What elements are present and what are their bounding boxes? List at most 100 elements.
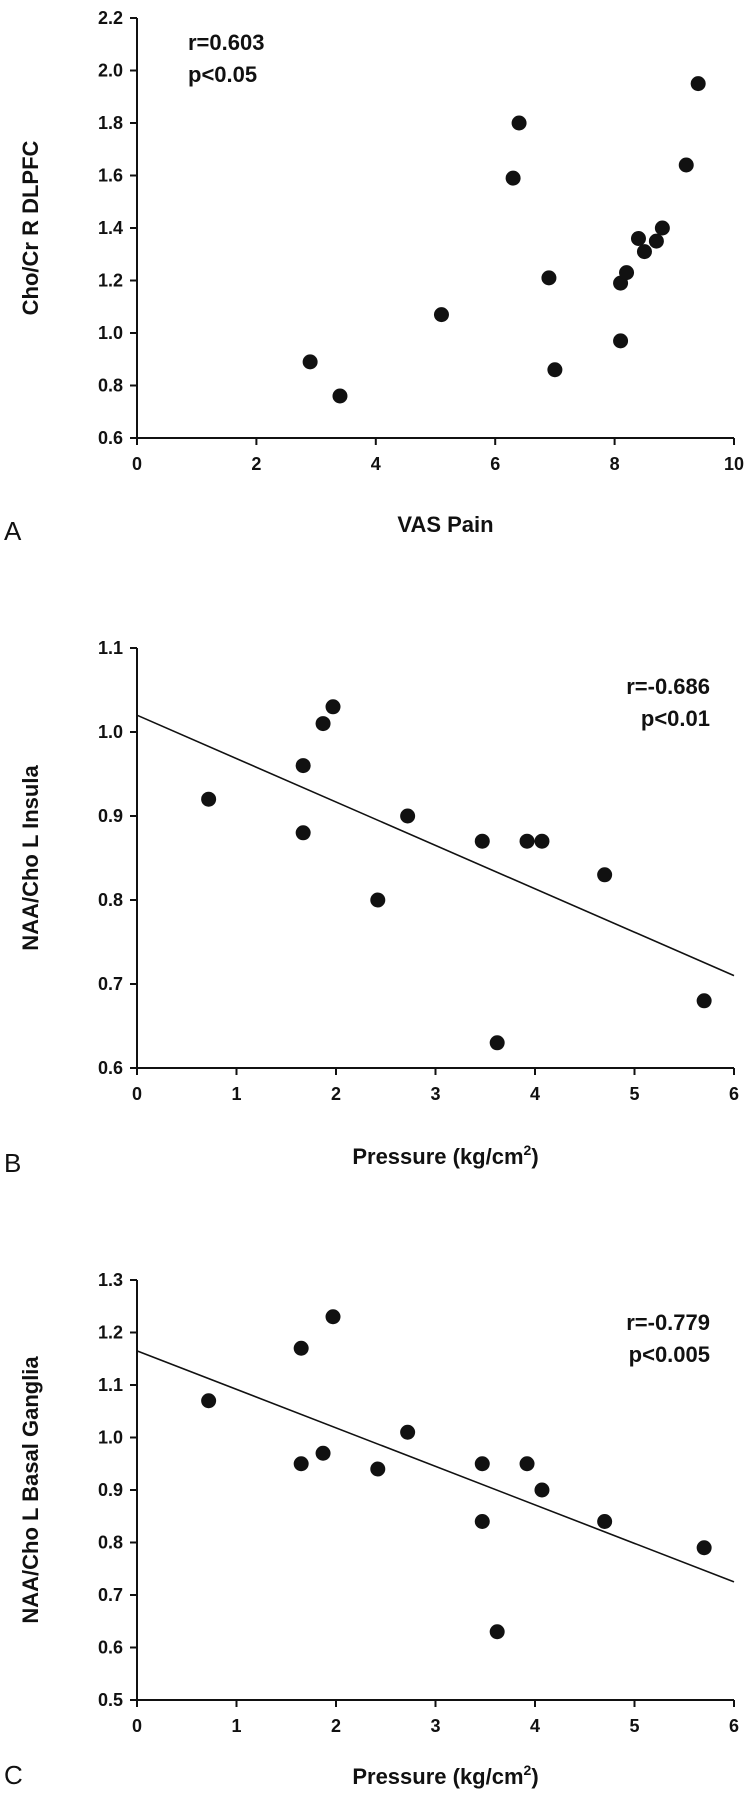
- data-point: [370, 892, 386, 908]
- y-tick-label: 1.0: [98, 323, 123, 343]
- x-axis-title-text: Pressure (kg/cm: [352, 1144, 523, 1169]
- y-tick-label: 0.8: [98, 890, 123, 910]
- y-tick-label: 0.6: [98, 1058, 123, 1078]
- data-point: [474, 1456, 490, 1472]
- data-point: [696, 993, 712, 1009]
- x-tick-label: 0: [132, 1084, 142, 1104]
- x-tick-label: 5: [629, 1084, 639, 1104]
- data-point: [696, 1540, 712, 1556]
- x-tick-label: 6: [490, 454, 500, 474]
- data-point: [295, 825, 311, 841]
- y-tick-label: 1.1: [98, 638, 123, 658]
- data-point: [325, 699, 341, 715]
- x-tick-label: 0: [132, 1716, 142, 1736]
- data-point: [201, 1393, 217, 1409]
- x-axis-title-text: Pressure (kg/cm: [352, 1764, 523, 1789]
- y-axis-title: NAA/Cho L Insula: [18, 765, 43, 951]
- panel-letter: A: [4, 516, 22, 546]
- y-tick-label: 2.2: [98, 8, 123, 28]
- y-axis-title: Cho/Cr R DLPFC: [18, 141, 43, 316]
- data-point: [619, 265, 635, 281]
- x-axis-title-end: ): [531, 1764, 538, 1789]
- y-tick-label: 1.0: [98, 1428, 123, 1448]
- y-tick-label: 1.2: [98, 1323, 123, 1343]
- x-tick-label: 3: [430, 1084, 440, 1104]
- x-tick-label: 4: [530, 1716, 540, 1736]
- regression-line: [136, 1350, 735, 1583]
- y-tick-label: 1.8: [98, 113, 123, 133]
- data-point: [293, 1340, 309, 1356]
- data-point: [519, 1456, 535, 1472]
- y-tick-label: 0.7: [98, 974, 123, 994]
- stat-annotation: p<0.05: [188, 62, 257, 87]
- data-point: [400, 808, 416, 824]
- x-tick-label: 6: [729, 1716, 739, 1736]
- x-axis-title-superscript: 2: [524, 1142, 532, 1158]
- x-axis-title-text: VAS Pain: [397, 512, 493, 537]
- y-tick-label: 0.5: [98, 1690, 123, 1710]
- data-point: [201, 791, 217, 807]
- stat-annotation: p<0.005: [629, 1342, 710, 1367]
- data-point: [400, 1424, 416, 1440]
- data-point: [302, 354, 318, 370]
- y-tick-label: 0.8: [98, 1533, 123, 1553]
- data-point: [630, 231, 646, 246]
- stat-annotation: r=0.603: [188, 30, 264, 55]
- data-point: [541, 270, 557, 286]
- y-tick-label: 1.6: [98, 166, 123, 186]
- data-point: [597, 867, 613, 883]
- x-tick-label: 1: [231, 1084, 241, 1104]
- data-point: [325, 1309, 341, 1325]
- x-tick-label: 8: [610, 454, 620, 474]
- data-point: [295, 758, 311, 774]
- x-tick-label: 4: [371, 454, 381, 474]
- x-axis-title-superscript: 2: [524, 1762, 532, 1778]
- y-tick-label: 0.6: [98, 428, 123, 448]
- y-tick-label: 1.1: [98, 1375, 123, 1395]
- data-point: [511, 115, 527, 131]
- chart-panel-b: 0.6 0.7 0.8 0.9 1.0 1.1 0 1 2 3 4 5 6 r=-0.686 p<0.01 P…: [4, 638, 739, 1178]
- x-tick-label: 0: [132, 454, 142, 474]
- y-tick-label: 1.2: [98, 271, 123, 291]
- data-point: [293, 1456, 309, 1472]
- data-point: [315, 1445, 331, 1461]
- y-tick-label: 1.4: [98, 218, 123, 238]
- x-tick-label: 3: [430, 1716, 440, 1736]
- data-point: [613, 333, 629, 349]
- y-tick-label: 1.0: [98, 722, 123, 742]
- x-axis-title-end: ): [531, 1144, 538, 1169]
- data-point: [433, 307, 449, 323]
- data-point: [489, 1035, 505, 1051]
- panel-letter: B: [4, 1148, 21, 1178]
- y-tick-label: 1.3: [98, 1270, 123, 1290]
- stat-annotation: r=-0.779: [626, 1310, 710, 1335]
- data-point: [370, 1461, 386, 1477]
- regression-line: [136, 714, 735, 977]
- y-tick-label: 0.7: [98, 1585, 123, 1605]
- data-point: [474, 1514, 490, 1529]
- y-tick-label: 0.9: [98, 806, 123, 826]
- panel-letter: C: [4, 1760, 23, 1790]
- data-point: [534, 833, 550, 849]
- data-point: [505, 170, 521, 186]
- y-tick-label: 0.6: [98, 1638, 123, 1658]
- x-tick-label: 4: [530, 1084, 540, 1104]
- x-axis-title: Pressure (kg/cm2): [352, 1142, 538, 1169]
- x-tick-label: 6: [729, 1084, 739, 1104]
- data-point: [636, 244, 652, 260]
- data-point: [654, 220, 670, 236]
- x-tick-label: 2: [331, 1716, 341, 1736]
- x-tick-label: 5: [629, 1716, 639, 1736]
- x-tick-label: 2: [251, 454, 261, 474]
- data-point: [597, 1514, 613, 1529]
- data-point: [648, 233, 664, 249]
- data-point: [315, 716, 331, 732]
- data-point: [519, 833, 535, 849]
- data-point: [489, 1624, 505, 1640]
- data-point: [332, 388, 348, 404]
- x-tick-label: 2: [331, 1084, 341, 1104]
- chart-panel-c: 0.5 0.6 0.7 0.8 0.9 1.0 1.1 1.2 1.3 0 1 2 3 4 5 6 r=-0.7…: [4, 1270, 739, 1790]
- stat-annotation: r=-0.686: [626, 674, 710, 699]
- y-axis-title: NAA/Cho L Basal Ganglia: [18, 1356, 43, 1624]
- x-axis-title: Pressure (kg/cm2): [352, 1762, 538, 1789]
